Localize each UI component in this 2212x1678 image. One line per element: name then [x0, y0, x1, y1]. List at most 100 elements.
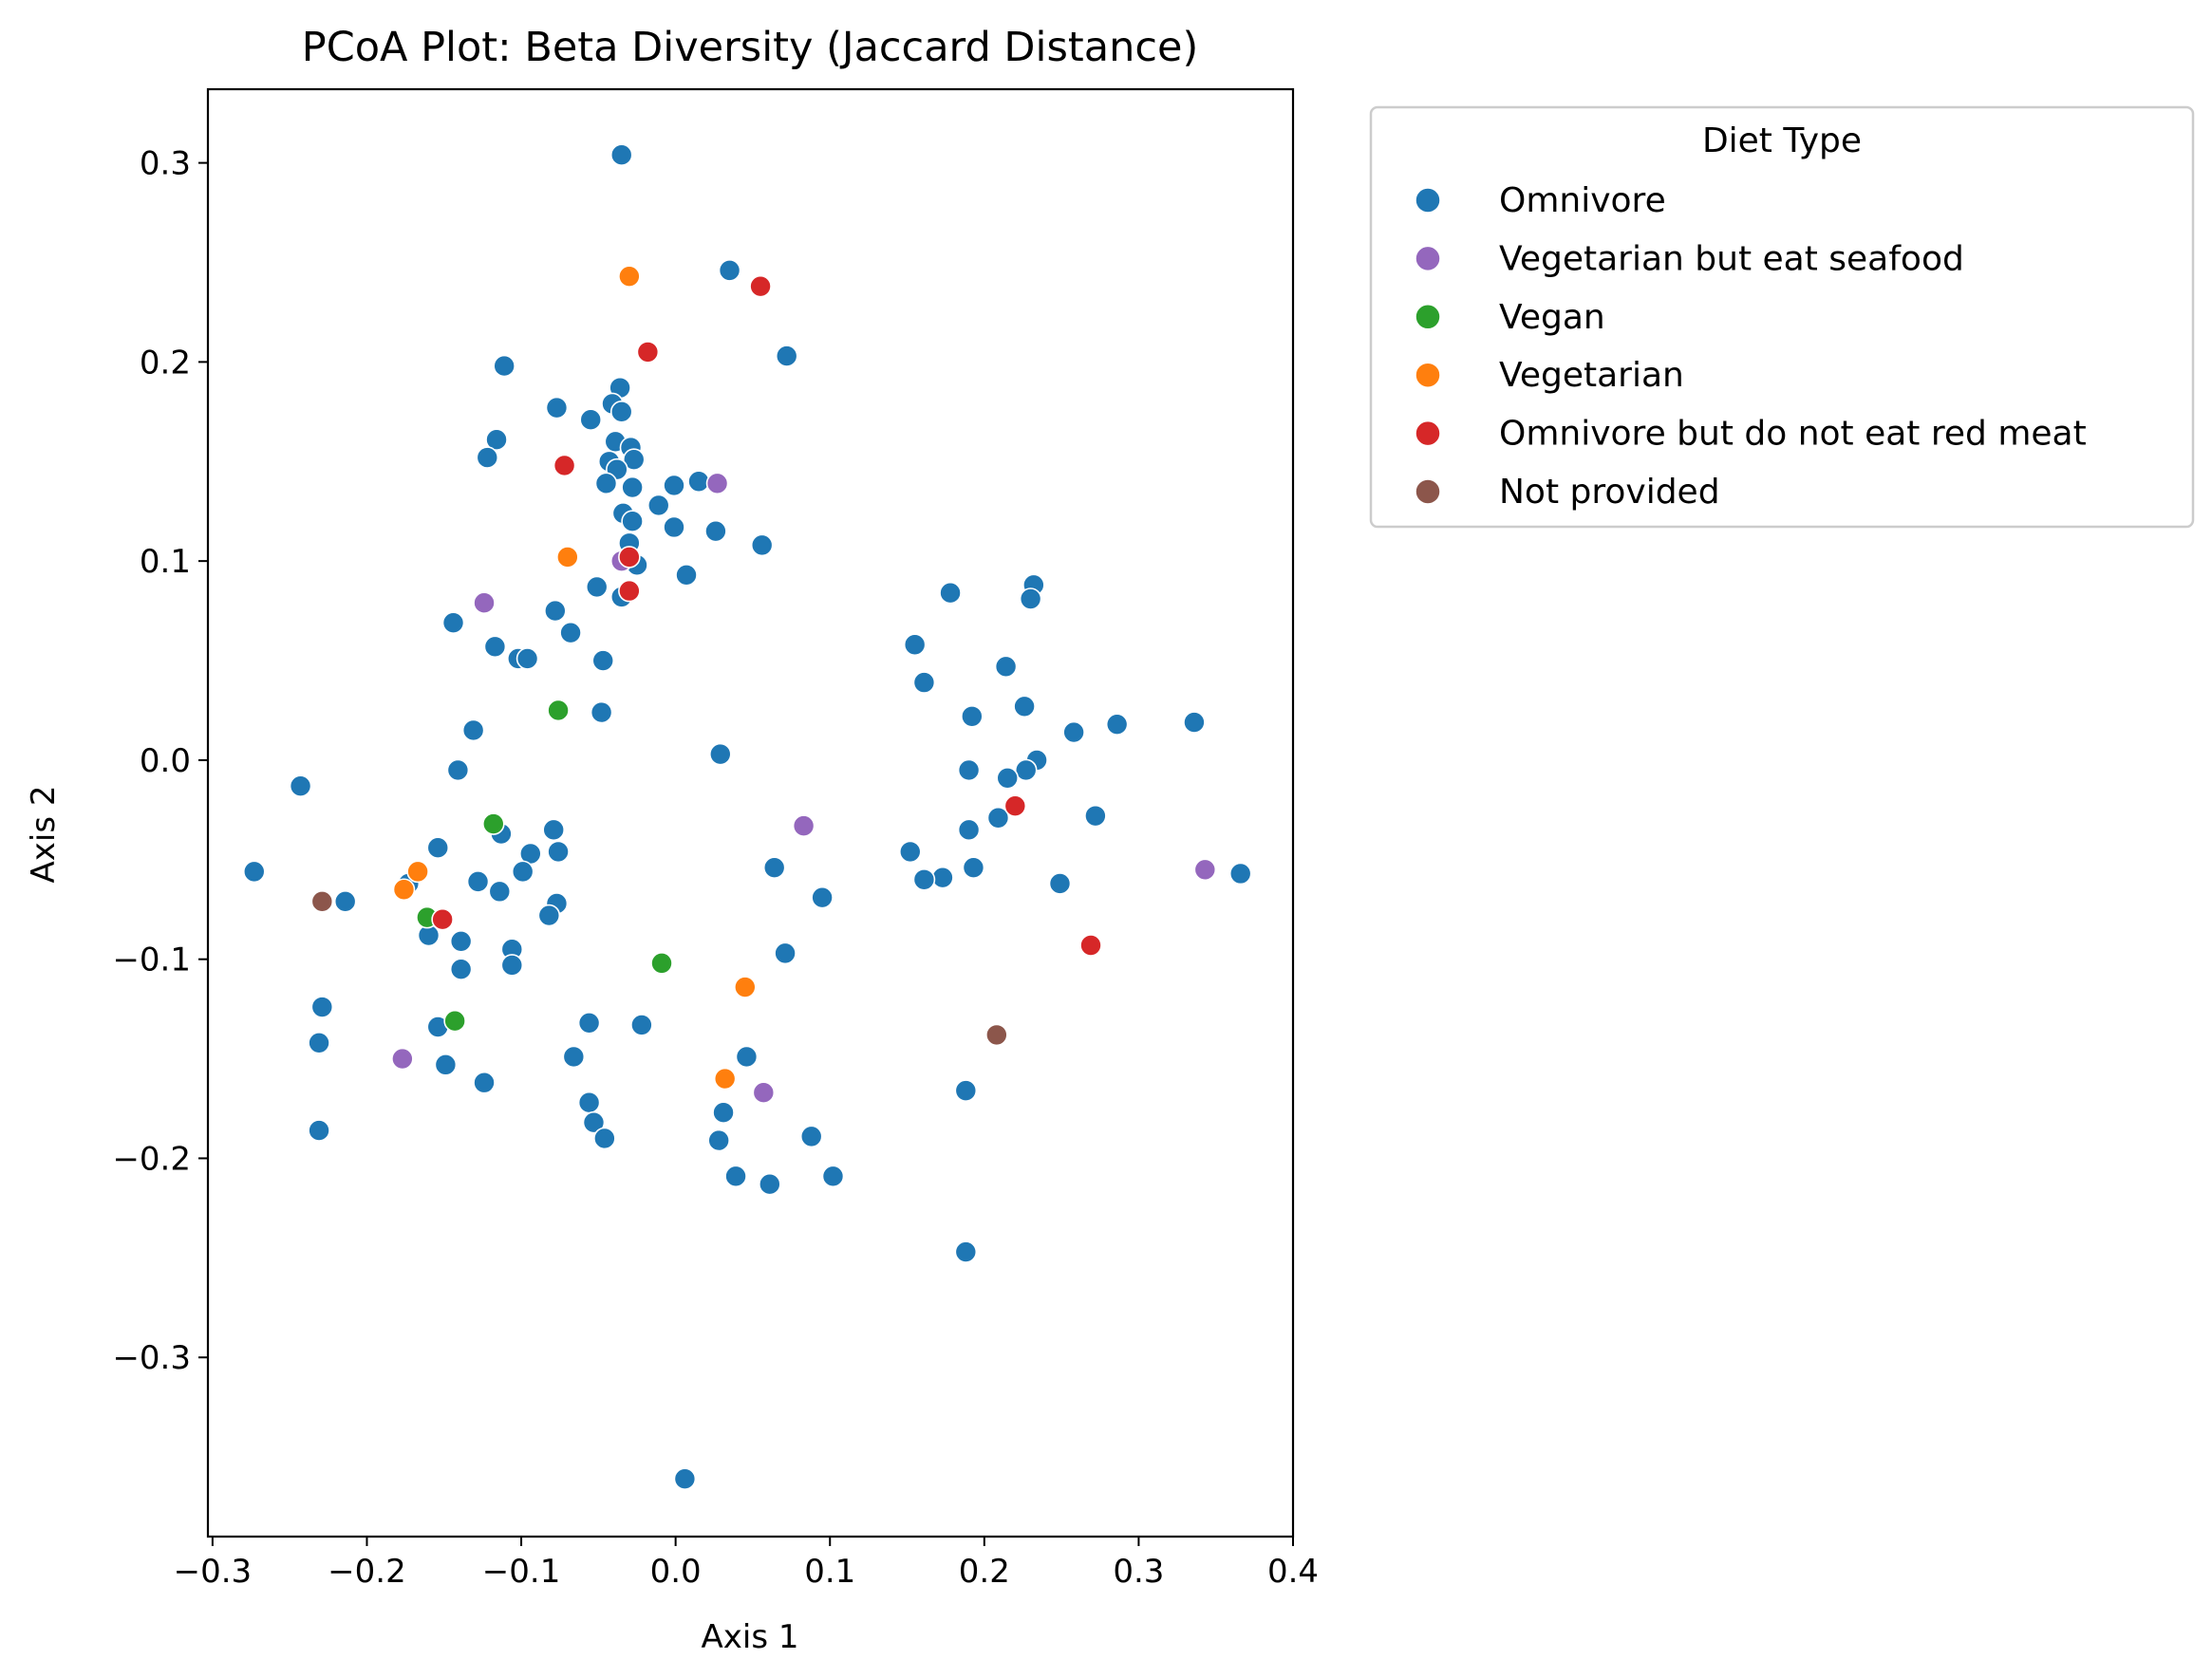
- data-point: [1014, 758, 1038, 782]
- data-point: [1048, 872, 1072, 895]
- data-point: [774, 942, 797, 965]
- legend-marker: [1415, 478, 1441, 505]
- data-point: [708, 742, 732, 766]
- plot-area: [206, 87, 1295, 1538]
- x-tick-label: −0.2: [328, 1553, 406, 1591]
- legend-label: Omnivore: [1499, 181, 1666, 220]
- data-point: [759, 1172, 781, 1196]
- data-point: [431, 907, 454, 931]
- data-point: [707, 1128, 730, 1152]
- y-tick-label: 0.1: [140, 543, 191, 581]
- data-point: [1183, 711, 1206, 734]
- data-point: [577, 1091, 601, 1114]
- data-point: [242, 860, 266, 884]
- legend-marker: [1415, 187, 1441, 214]
- data-point: [547, 699, 570, 722]
- data-point: [994, 655, 1018, 679]
- legend-marker: [1415, 245, 1441, 272]
- data-point: [391, 1047, 414, 1071]
- data-point: [585, 575, 609, 599]
- data-point: [713, 1067, 737, 1091]
- x-tick-label: 0.3: [1113, 1553, 1164, 1591]
- data-point: [461, 718, 485, 742]
- data-point: [650, 952, 673, 975]
- data-point: [636, 341, 660, 364]
- legend-items: Omnivore Vegetarian but eat seafood Vegan V…: [1415, 181, 2087, 512]
- data-point: [473, 591, 496, 614]
- legend-label: Vegan: [1499, 298, 1605, 337]
- data-point: [493, 354, 516, 378]
- data-point: [441, 611, 465, 634]
- data-point: [308, 1119, 330, 1142]
- data-point: [434, 1053, 458, 1076]
- y-tick-label: 0.0: [140, 742, 191, 780]
- data-point: [593, 1127, 616, 1150]
- legend-label: Vegetarian but eat seafood: [1499, 239, 1964, 278]
- data-point: [811, 886, 834, 909]
- data-point: [734, 976, 757, 998]
- data-point: [609, 143, 633, 167]
- data-point: [556, 546, 579, 569]
- data-point: [986, 806, 1010, 830]
- data-point: [718, 259, 741, 282]
- data-point: [749, 274, 772, 298]
- data-point: [957, 818, 981, 842]
- points-layer: [242, 143, 1252, 1490]
- data-point: [481, 812, 505, 835]
- data-point: [675, 564, 698, 587]
- data-point: [579, 408, 603, 432]
- legend-title: Diet Type: [1702, 121, 1862, 160]
- data-point: [1079, 934, 1102, 957]
- data-point: [446, 758, 470, 782]
- x-tick-label: −0.1: [482, 1553, 561, 1591]
- data-point: [553, 454, 576, 477]
- x-tick-label: 0.1: [804, 1553, 855, 1591]
- data-point: [449, 958, 473, 980]
- data-point: [511, 860, 534, 884]
- x-axis-label: Axis 1: [702, 1618, 799, 1656]
- data-point: [1084, 804, 1107, 828]
- data-point: [406, 860, 429, 884]
- data-point: [792, 814, 815, 837]
- data-point: [903, 633, 927, 657]
- data-point: [485, 428, 508, 451]
- data-point: [547, 840, 570, 864]
- y-axis: 0.3 0.2 0.1 0.0 −0.1 −0.2 −0.3: [112, 145, 208, 1377]
- data-point: [996, 766, 1020, 790]
- data-point: [476, 446, 499, 469]
- data-point: [762, 856, 786, 879]
- legend-marker: [1415, 420, 1441, 447]
- y-tick-label: −0.3: [112, 1339, 191, 1377]
- data-point: [898, 840, 922, 864]
- y-axis-label: Axis 2: [25, 786, 63, 884]
- data-point: [544, 599, 567, 623]
- data-point: [1062, 720, 1085, 744]
- data-point: [618, 546, 641, 569]
- legend-label: Not provided: [1499, 473, 1720, 512]
- data-point: [961, 704, 984, 728]
- data-point: [1105, 713, 1129, 736]
- data-point: [333, 890, 357, 913]
- data-point: [609, 401, 633, 423]
- data-point: [957, 758, 981, 782]
- data-point: [590, 700, 613, 724]
- data-point: [483, 635, 507, 659]
- data-point: [577, 1012, 601, 1035]
- data-point: [939, 581, 962, 605]
- data-point: [310, 996, 334, 1018]
- x-axis: −0.3 −0.2 −0.1 0.0 0.1 0.2 0.3 0.4: [174, 1537, 1319, 1591]
- data-point: [466, 870, 490, 893]
- x-tick-label: −0.3: [174, 1553, 253, 1591]
- data-point: [647, 494, 670, 517]
- y-tick-label: 0.3: [140, 145, 191, 183]
- data-point: [516, 647, 539, 670]
- data-point: [562, 1045, 586, 1069]
- data-point: [630, 1014, 653, 1036]
- data-point: [687, 470, 710, 494]
- data-point: [705, 472, 729, 495]
- data-point: [1193, 858, 1217, 882]
- legend-box: [1369, 105, 2195, 529]
- data-point: [1013, 695, 1036, 718]
- x-tick-label: 0.4: [1267, 1553, 1319, 1591]
